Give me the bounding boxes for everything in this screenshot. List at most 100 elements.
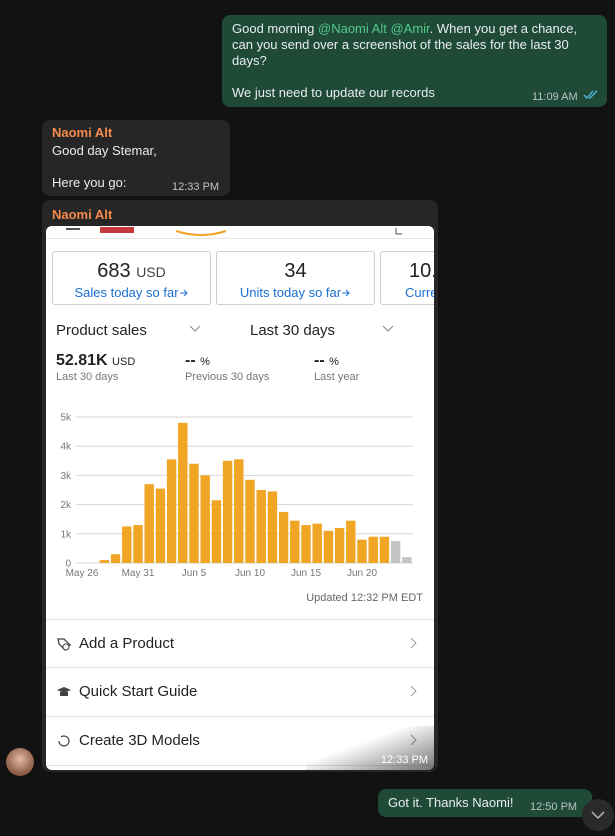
value: --: [314, 352, 325, 369]
link-text: Units today so far: [239, 285, 342, 300]
arrow: [342, 289, 350, 297]
bar: [323, 530, 334, 563]
bar: [267, 491, 278, 563]
bar: [301, 525, 311, 563]
bar: [290, 520, 300, 563]
stat-label: Previous 30 days: [185, 371, 270, 383]
stat-label: Last year: [314, 371, 360, 383]
card-value: 10.: [409, 260, 434, 282]
bar: [234, 459, 244, 563]
bar: [110, 554, 121, 563]
mention[interactable]: @Amir: [390, 21, 430, 36]
menu-item[interactable]: Add a Product: [79, 635, 175, 652]
y-tick-label: 4k: [60, 442, 72, 453]
app-header: [46, 226, 434, 239]
header-icons: [66, 227, 402, 236]
bar: [211, 500, 222, 563]
bar: [402, 557, 412, 563]
updated-time: Updated 12:32 PM EDT: [306, 592, 423, 604]
bar: [256, 490, 266, 563]
bar: [133, 525, 143, 563]
bar: [390, 541, 401, 563]
icon: [57, 638, 71, 651]
menu-item[interactable]: Quick Start Guide: [79, 683, 198, 700]
card-value: 683 USD: [53, 260, 210, 283]
bar: [99, 560, 110, 563]
chevron-down: [591, 811, 605, 820]
icon: [57, 687, 71, 696]
y-tick-label: 3k: [60, 471, 72, 482]
message-text: Good morning @Naomi Alt @Amir. When you …: [232, 21, 600, 69]
message-bubble: Good morning @Naomi Alt @Amir. When you …: [222, 15, 607, 107]
range-selector[interactable]: Last 30 days: [250, 322, 336, 339]
menu-item[interactable]: Create 3D Models: [79, 732, 200, 749]
bar: [155, 488, 166, 563]
divider: [46, 716, 434, 717]
mention[interactable]: @Naomi Alt: [318, 21, 387, 36]
text: . When you get a chance, can you send ov…: [232, 21, 578, 68]
bar: [368, 536, 378, 563]
y-tick-label: 5k: [60, 413, 72, 424]
read-ticks: [583, 90, 598, 99]
scroll-down-button[interactable]: [582, 799, 614, 831]
bar: [189, 463, 199, 563]
card-value: 34: [217, 260, 374, 283]
stat-value: 52.81K USD: [56, 352, 135, 370]
summary-card[interactable]: 683 USD Sales today so far: [52, 251, 211, 305]
metric-selector[interactable]: Product sales: [56, 322, 147, 339]
message-bubble: Got it. Thanks Naomi! 12:50 PM: [378, 789, 592, 817]
stat-value: -- %: [185, 352, 210, 370]
sender-name: Naomi Alt: [52, 207, 113, 222]
card-link[interactable]: Curre: [405, 285, 434, 300]
chevron-down: [382, 325, 394, 332]
chevron-down: [189, 325, 201, 332]
bar: [178, 422, 188, 563]
message-text: Here you go:: [52, 175, 127, 190]
unit: %: [329, 356, 339, 368]
stat-label: Last 30 days: [56, 371, 119, 383]
sales-chart: 0 1k 2k 3k 4k 5k May 26 May 31 Jun 5 Jun 10 Jun 15…: [60, 413, 413, 579]
chevron-right: [410, 637, 417, 649]
sales-screenshot[interactable]: 683 USD Sales today so far 34 Units today …: [46, 226, 434, 770]
message-text: We just need to update our records: [232, 85, 435, 100]
y-tick-label: 2k: [60, 500, 72, 511]
x-tick-label: May 26: [66, 568, 99, 579]
chevron-right: [410, 685, 417, 697]
summary-card[interactable]: 10. Curre: [380, 251, 434, 305]
card-link[interactable]: Sales today so far: [53, 285, 210, 300]
bar: [222, 460, 233, 563]
bar: [334, 527, 345, 563]
message-time: 12:33 PM: [172, 181, 220, 193]
card-link[interactable]: Units today so far: [217, 285, 374, 300]
x-tick-label: May 31: [122, 568, 155, 579]
summary-card[interactable]: 34 Units today so far: [216, 251, 375, 305]
x-tick-label: Jun 5: [182, 568, 207, 579]
bar: [357, 539, 367, 563]
unit: %: [200, 356, 210, 368]
arrow: [179, 289, 188, 297]
message-time: 12:33 PM: [380, 754, 428, 766]
bar: [122, 526, 132, 563]
unit: USD: [136, 264, 166, 280]
divider: [46, 667, 434, 668]
text: Good morning: [232, 21, 315, 36]
message-bubble: Naomi Alt Good day Stemar, Here you go: …: [42, 120, 230, 196]
x-tick-label: Jun 15: [291, 568, 321, 579]
divider: [46, 619, 434, 620]
bar: [200, 475, 210, 563]
bar: [278, 511, 289, 563]
bar: [166, 459, 177, 563]
bar: [245, 479, 255, 563]
value: 683: [97, 260, 131, 282]
bar: [379, 536, 390, 563]
value: 52.81K: [56, 352, 108, 369]
sender-name: Naomi Alt: [52, 125, 113, 140]
message-time: 11:09 AM: [532, 91, 578, 103]
value: 34: [284, 260, 307, 282]
bar: [312, 523, 322, 563]
message-text: Got it. Thanks Naomi!: [388, 795, 514, 810]
time-shade: [306, 726, 434, 770]
avatar[interactable]: [6, 748, 34, 776]
icon: [58, 735, 70, 747]
